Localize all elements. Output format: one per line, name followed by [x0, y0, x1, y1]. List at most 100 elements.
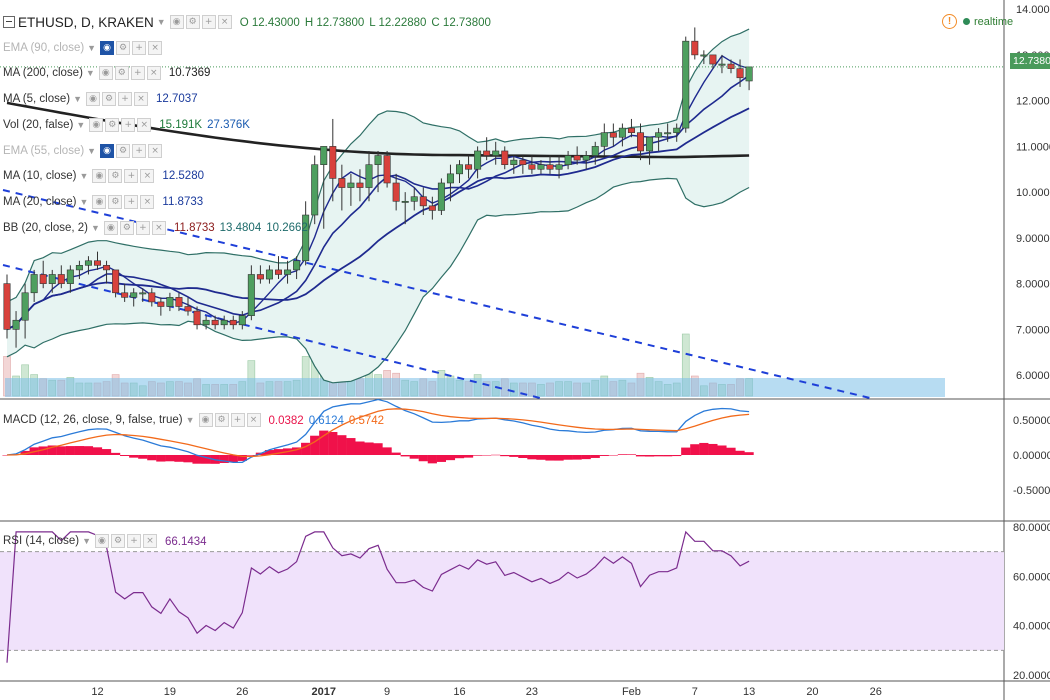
- add-icon[interactable]: +: [201, 15, 216, 29]
- close-icon[interactable]: ×: [146, 66, 161, 80]
- eye-icon[interactable]: ◉: [198, 413, 213, 427]
- dropdown-arrow-icon[interactable]: ▼: [79, 197, 89, 207]
- settings-icon[interactable]: ⚙: [108, 195, 123, 209]
- settings-icon[interactable]: ⚙: [108, 169, 123, 183]
- dropdown-arrow-icon[interactable]: ▼: [87, 43, 97, 53]
- close-icon[interactable]: ×: [148, 144, 163, 158]
- close-icon[interactable]: ×: [148, 41, 163, 55]
- symbol-title[interactable]: ETHUSD, D, KRAKEN: [18, 14, 154, 30]
- eye-icon[interactable]: ◉: [94, 534, 109, 548]
- macd-histogram-bar: [536, 455, 546, 460]
- close-icon[interactable]: ×: [246, 413, 261, 427]
- macd-histogram-bar: [337, 435, 347, 455]
- realtime-status: ! realtime: [942, 14, 1013, 29]
- candle-body: [537, 164, 545, 170]
- indicator-row[interactable]: MA (5, close) ▼ ◉ ⚙ + × 12.7037: [3, 90, 203, 108]
- warning-icon[interactable]: !: [942, 14, 957, 29]
- dropdown-arrow-icon[interactable]: ▼: [79, 171, 89, 181]
- indicator-label[interactable]: MA (10, close): [3, 170, 77, 182]
- candle-body: [157, 301, 165, 307]
- indicator-row[interactable]: MA (20, close) ▼ ◉ ⚙ + × 11.8733: [3, 193, 208, 211]
- macd-histogram-bar: [663, 455, 673, 457]
- indicator-row[interactable]: EMA (55, close) ▼ ◉ ⚙ + ×: [3, 142, 170, 160]
- candle-body: [238, 315, 246, 326]
- settings-icon[interactable]: ⚙: [110, 534, 125, 548]
- eye-icon[interactable]: ◉: [92, 169, 107, 183]
- settings-icon[interactable]: ⚙: [116, 144, 131, 158]
- macd-legend: MACD (12, 26, close, 9, false, true) ▼ ◉…: [3, 411, 389, 429]
- macd-histogram-bar: [409, 455, 419, 459]
- close-icon[interactable]: ×: [134, 92, 149, 106]
- macd-line: [6, 398, 750, 464]
- indicator-row[interactable]: Vol (20, false) ▼ ◉ ⚙ + × 15.191K 27.376K: [3, 116, 255, 134]
- add-icon[interactable]: +: [121, 118, 136, 132]
- settings-icon[interactable]: ⚙: [114, 66, 129, 80]
- settings-icon[interactable]: ⚙: [119, 221, 134, 235]
- candle-body: [618, 127, 626, 138]
- add-icon[interactable]: +: [124, 195, 139, 209]
- eye-icon[interactable]: ◉: [169, 15, 184, 29]
- add-icon[interactable]: +: [124, 169, 139, 183]
- eye-icon[interactable]: ◉: [100, 41, 115, 55]
- dropdown-arrow-icon[interactable]: ▼: [156, 17, 166, 27]
- macd-histogram-bar: [92, 447, 103, 455]
- indicator-label[interactable]: MA (200, close): [3, 67, 83, 79]
- settings-icon[interactable]: ⚙: [214, 413, 229, 427]
- indicator-row[interactable]: EMA (90, close) ▼ ◉ ⚙ + ×: [3, 39, 170, 57]
- dropdown-arrow-icon[interactable]: ▼: [185, 415, 195, 425]
- price-tick-label: 9.00000: [1016, 233, 1050, 245]
- candle-body: [130, 292, 138, 298]
- candle-body: [419, 196, 427, 207]
- eye-icon[interactable]: ◉: [89, 118, 104, 132]
- settings-icon[interactable]: ⚙: [105, 118, 120, 132]
- indicator-row[interactable]: MA (10, close) ▼ ◉ ⚙ + × 12.5280: [3, 167, 209, 185]
- add-icon[interactable]: +: [118, 92, 133, 106]
- indicator-label[interactable]: EMA (55, close): [3, 145, 85, 157]
- dropdown-arrow-icon[interactable]: ▼: [73, 94, 83, 104]
- close-icon[interactable]: ×: [217, 15, 232, 29]
- collapse-icon[interactable]: [3, 16, 15, 28]
- macd-histogram-bar: [599, 455, 609, 456]
- settings-icon[interactable]: ⚙: [185, 15, 200, 29]
- close-icon[interactable]: ×: [140, 195, 155, 209]
- indicator-label[interactable]: EMA (90, close): [3, 42, 85, 54]
- candle-body: [356, 182, 364, 188]
- add-icon[interactable]: +: [126, 534, 141, 548]
- dropdown-arrow-icon[interactable]: ▼: [87, 146, 97, 156]
- close-icon[interactable]: ×: [140, 169, 155, 183]
- add-icon[interactable]: +: [132, 41, 147, 55]
- indicator-label[interactable]: MA (20, close): [3, 196, 77, 208]
- indicator-row[interactable]: MA (200, close) ▼ ◉ ⚙ + × 10.7369: [3, 64, 215, 82]
- macd-histogram-bar: [427, 455, 437, 464]
- time-tick-label: 2017: [312, 686, 336, 698]
- indicator-label[interactable]: MA (5, close): [3, 93, 71, 105]
- settings-icon[interactable]: ⚙: [116, 41, 131, 55]
- indicator-label[interactable]: Vol (20, false): [3, 119, 74, 131]
- eye-icon[interactable]: ◉: [86, 92, 101, 106]
- macd-label[interactable]: MACD (12, 26, close, 9, false, true): [3, 414, 183, 426]
- dropdown-arrow-icon[interactable]: ▼: [76, 120, 86, 130]
- dropdown-arrow-icon[interactable]: ▼: [82, 536, 91, 546]
- close-icon[interactable]: ×: [137, 118, 152, 132]
- eye-icon[interactable]: ◉: [98, 66, 113, 80]
- candle-body: [383, 155, 391, 184]
- add-icon[interactable]: +: [230, 413, 245, 427]
- settings-icon[interactable]: ⚙: [102, 92, 117, 106]
- eye-icon[interactable]: ◉: [92, 195, 107, 209]
- add-icon[interactable]: +: [130, 66, 145, 80]
- candle-body: [3, 283, 11, 330]
- dropdown-arrow-icon[interactable]: ▼: [91, 223, 100, 233]
- eye-icon[interactable]: ◉: [103, 221, 118, 235]
- candle-body: [211, 319, 219, 326]
- candle-body: [410, 196, 418, 202]
- add-icon[interactable]: +: [132, 144, 147, 158]
- close-icon[interactable]: ×: [151, 221, 166, 235]
- eye-icon[interactable]: ◉: [100, 144, 115, 158]
- add-icon[interactable]: +: [135, 221, 150, 235]
- indicator-label[interactable]: BB (20, close, 2): [3, 222, 89, 234]
- indicator-row[interactable]: BB (20, close, 2) ▼ ◉ ⚙ + × 11.8733 13.4804 10.2…: [3, 219, 313, 237]
- close-icon[interactable]: ×: [142, 534, 157, 548]
- dropdown-arrow-icon[interactable]: ▼: [85, 68, 95, 78]
- rsi-label[interactable]: RSI (14, close): [3, 535, 80, 547]
